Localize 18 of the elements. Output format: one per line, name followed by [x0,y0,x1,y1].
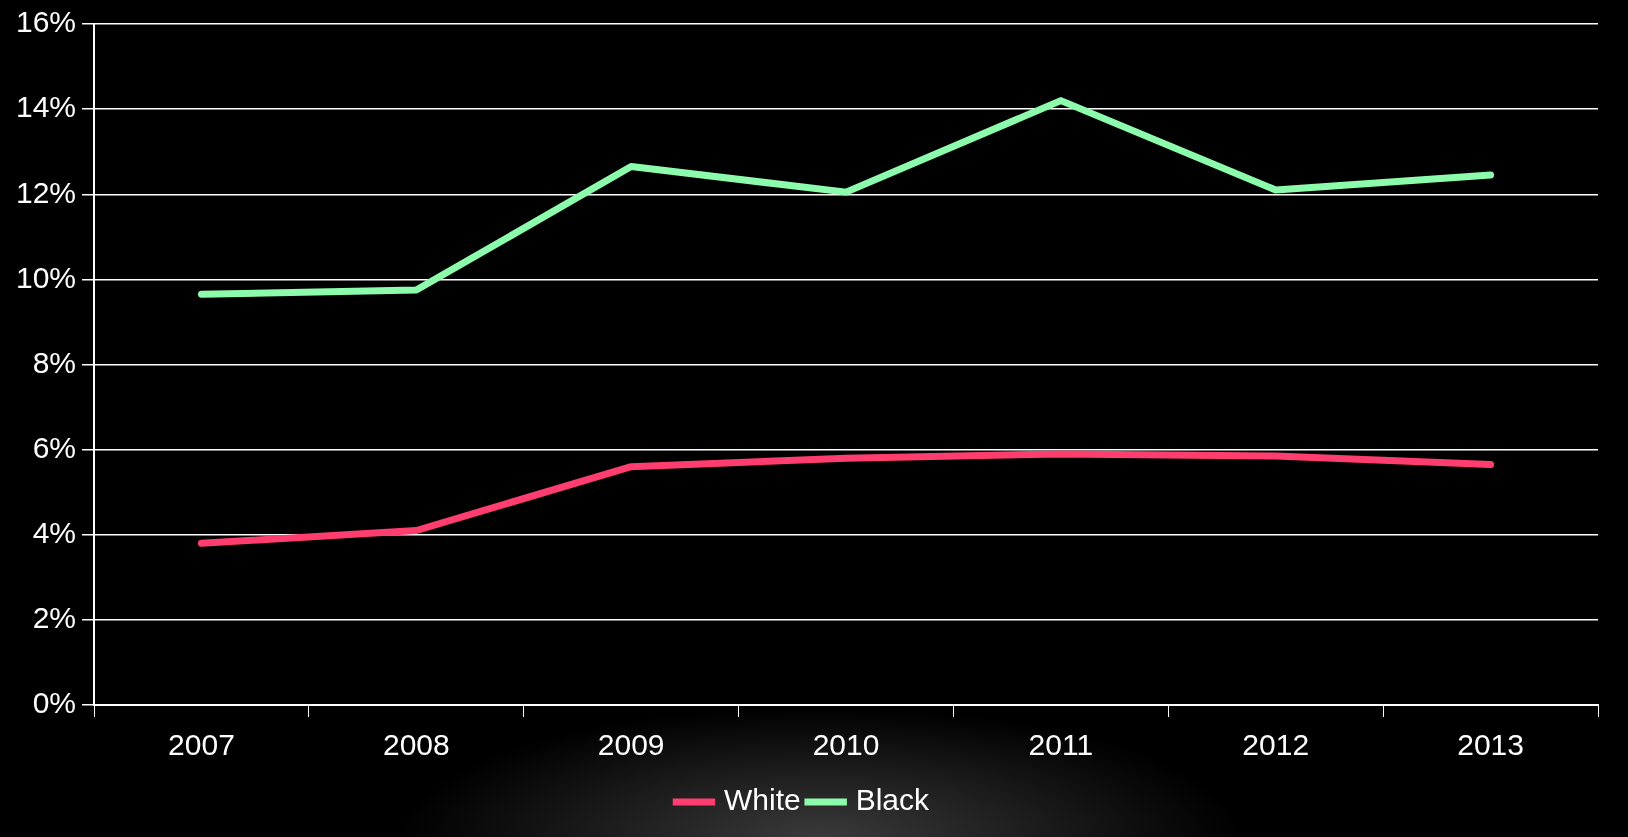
x-tick-label: 2012 [1242,728,1310,762]
y-tick-label: 0% [32,686,77,720]
x-tick-label: 2007 [168,728,235,762]
x-tick-label: 2013 [1457,728,1524,762]
y-tick-label: 6% [32,430,77,464]
x-tick-label: 2009 [597,728,665,762]
x-tick-label: 2008 [382,728,450,762]
y-tick-label: 4% [32,516,77,550]
y-tick-label: 12% [16,175,77,209]
legend-label: Black [855,783,931,817]
y-tick-label: 8% [32,345,77,379]
x-tick-label: 2010 [812,728,880,762]
legend-label: White [723,783,801,817]
y-tick-label: 2% [32,601,77,635]
x-tick-label: 2011 [1028,728,1094,762]
y-tick-label: 14% [16,90,77,124]
y-tick-label: 10% [16,260,77,294]
y-tick-label: 16% [16,5,77,39]
